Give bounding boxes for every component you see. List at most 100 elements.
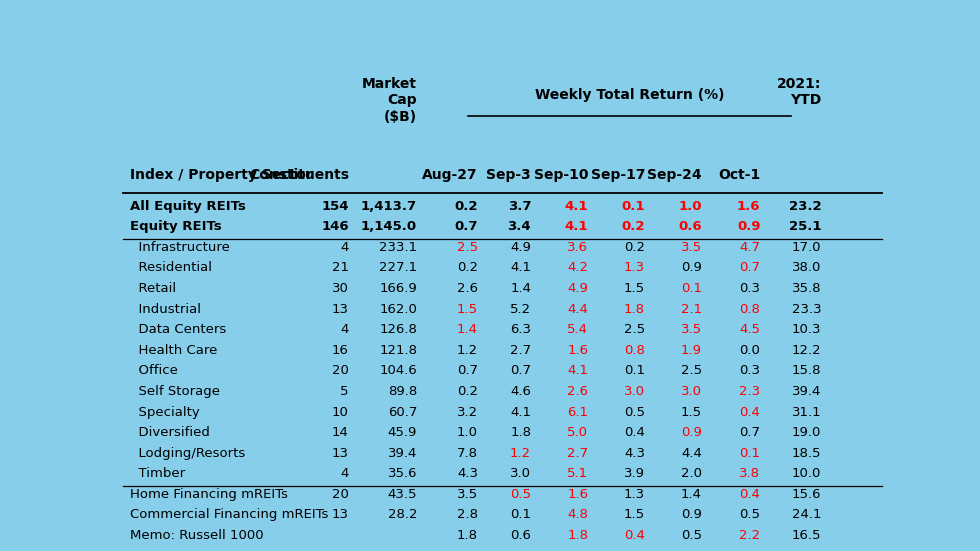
Text: 4.2: 4.2 [567,262,588,274]
Text: 4.1: 4.1 [564,220,588,233]
Text: 1.5: 1.5 [681,406,702,419]
Text: 1.8: 1.8 [511,426,531,439]
Text: 4.9: 4.9 [511,241,531,254]
Text: 3.0: 3.0 [681,385,702,398]
Text: 2.5: 2.5 [457,241,478,254]
Text: 0.3: 0.3 [740,282,760,295]
Text: Memo: Russell 1000: Memo: Russell 1000 [130,529,264,542]
Text: 0.7: 0.7 [511,364,531,377]
Text: 1.4: 1.4 [681,488,702,501]
Text: 4.4: 4.4 [567,302,588,316]
Text: 30: 30 [332,282,349,295]
Text: 1.3: 1.3 [624,488,645,501]
Text: 0.7: 0.7 [740,426,760,439]
Text: 16: 16 [332,344,349,357]
Text: Retail: Retail [130,282,176,295]
Text: 0.1: 0.1 [621,200,645,213]
Text: Home Financing mREITs: Home Financing mREITs [130,488,288,501]
Text: 2.5: 2.5 [624,323,645,336]
Text: Oct-1: Oct-1 [718,168,760,182]
Text: 21: 21 [332,262,349,274]
Text: 4.1: 4.1 [564,200,588,213]
Text: 0.5: 0.5 [681,529,702,542]
Text: 2.2: 2.2 [739,529,760,542]
Text: All Equity REITs: All Equity REITs [130,200,246,213]
Text: Timber: Timber [130,467,185,480]
Text: 4.1: 4.1 [567,364,588,377]
Text: 0.8: 0.8 [740,302,760,316]
Text: 2.7: 2.7 [567,447,588,460]
Text: 10.0: 10.0 [792,467,821,480]
Text: 60.7: 60.7 [388,406,417,419]
Text: 6.1: 6.1 [567,406,588,419]
Text: Office: Office [130,364,178,377]
Text: 10: 10 [332,406,349,419]
Text: 39.4: 39.4 [388,447,417,460]
Text: Equity REITs: Equity REITs [130,220,221,233]
Text: 13: 13 [332,302,349,316]
Text: 0.7: 0.7 [740,262,760,274]
Text: 0.1: 0.1 [624,364,645,377]
Text: 4.5: 4.5 [740,323,760,336]
Text: 0.2: 0.2 [621,220,645,233]
Text: 45.9: 45.9 [388,426,417,439]
Text: 104.6: 104.6 [379,364,417,377]
Text: 4.1: 4.1 [511,406,531,419]
Text: Industrial: Industrial [130,302,201,316]
Text: 3.8: 3.8 [740,467,760,480]
Text: 2.3: 2.3 [739,385,760,398]
Text: 3.0: 3.0 [624,385,645,398]
Text: 4.4: 4.4 [681,447,702,460]
Text: 4: 4 [340,323,349,336]
Text: 6.3: 6.3 [511,323,531,336]
Text: 0.3: 0.3 [740,364,760,377]
Text: Sep-17: Sep-17 [591,168,645,182]
Text: 121.8: 121.8 [379,344,417,357]
Text: 1.3: 1.3 [624,262,645,274]
Text: 5.2: 5.2 [510,302,531,316]
Text: 166.9: 166.9 [379,282,417,295]
Text: 5.0: 5.0 [567,426,588,439]
Text: 0.2: 0.2 [457,385,478,398]
Text: 0.7: 0.7 [457,364,478,377]
Text: 31.1: 31.1 [792,406,821,419]
Text: 0.8: 0.8 [624,344,645,357]
Text: 0.9: 0.9 [681,509,702,521]
Text: 1,145.0: 1,145.0 [361,220,417,233]
Text: 1.0: 1.0 [678,200,702,213]
Text: 3.2: 3.2 [457,406,478,419]
Text: 0.4: 0.4 [740,406,760,419]
Text: 24.1: 24.1 [792,509,821,521]
Text: Constituents: Constituents [249,168,349,182]
Text: Index / Property Sector: Index / Property Sector [130,168,313,182]
Text: 39.4: 39.4 [792,385,821,398]
Text: 3.9: 3.9 [624,467,645,480]
Text: Sep-3: Sep-3 [486,168,531,182]
Text: 2.1: 2.1 [681,302,702,316]
Text: 1.5: 1.5 [624,282,645,295]
Text: 1.4: 1.4 [457,323,478,336]
Text: 0.9: 0.9 [737,220,760,233]
Text: 0.4: 0.4 [624,529,645,542]
Text: Weekly Total Return (%): Weekly Total Return (%) [535,88,724,102]
Text: 16.5: 16.5 [792,529,821,542]
Text: 0.6: 0.6 [511,529,531,542]
Text: 0.6: 0.6 [678,220,702,233]
Text: 38.0: 38.0 [792,262,821,274]
Text: 1.8: 1.8 [457,529,478,542]
Text: 4.9: 4.9 [567,282,588,295]
Text: 4.3: 4.3 [457,467,478,480]
Text: 15.6: 15.6 [792,488,821,501]
Text: 0.1: 0.1 [681,282,702,295]
Text: 1.2: 1.2 [457,344,478,357]
Text: 0.9: 0.9 [681,426,702,439]
Text: Aug-27: Aug-27 [422,168,478,182]
Text: Market
Cap
($B): Market Cap ($B) [363,77,417,124]
Text: 23.2: 23.2 [789,200,821,213]
Text: 1.2: 1.2 [510,447,531,460]
Text: 28.2: 28.2 [388,509,417,521]
Text: 4.8: 4.8 [567,509,588,521]
Text: 2.6: 2.6 [457,282,478,295]
Text: 2.8: 2.8 [457,509,478,521]
Text: Health Care: Health Care [130,344,218,357]
